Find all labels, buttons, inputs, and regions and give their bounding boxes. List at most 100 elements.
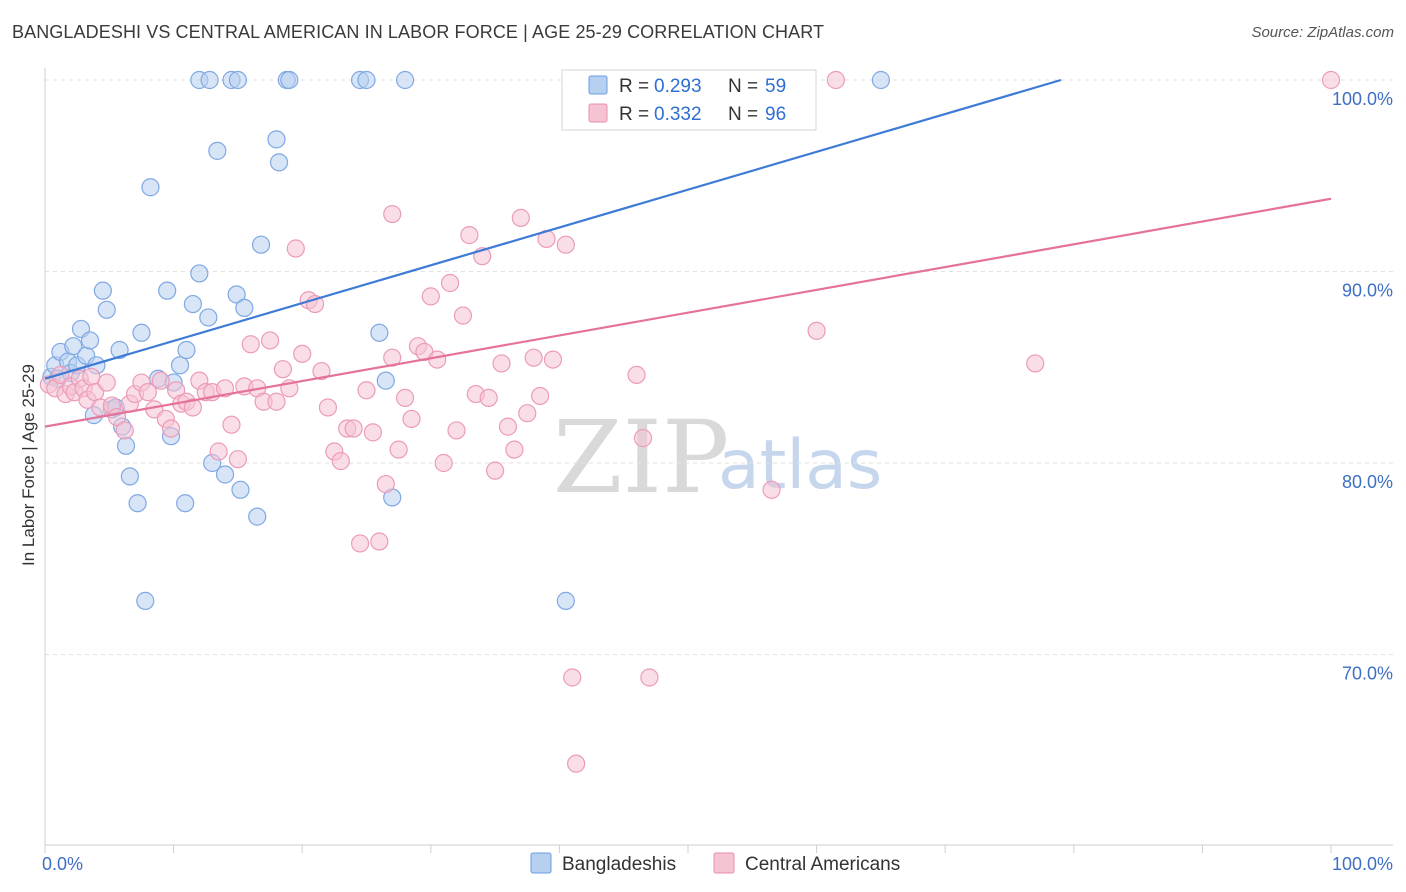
central-americans-point-15 — [115, 421, 134, 440]
central-americans-point-23 — [161, 419, 181, 438]
bangladeshis-point-19 — [116, 436, 136, 455]
central-americans-point-93 — [807, 321, 826, 340]
bangladeshis-point-31 — [177, 340, 196, 360]
bangladeshis-point-39 — [231, 480, 250, 499]
central-americans-point-34 — [228, 450, 247, 469]
y-tick-label-90: 90.0% — [1342, 281, 1393, 301]
y-tick-label-100: 100.0% — [1332, 89, 1393, 109]
bangladeshis-point-33 — [190, 264, 209, 283]
legend-swatch-pink — [588, 103, 608, 123]
central-americans-point-32 — [215, 379, 235, 398]
legend-n-value-pink: 96 — [765, 104, 786, 125]
central-americans-trend-line — [44, 197, 1332, 428]
bangladeshis-point-58 — [357, 70, 376, 90]
legend-n-label-blue: N = — [728, 76, 758, 97]
stats-legend: R = 0.293 N = 59 R = 0.332 N = 96 — [561, 69, 817, 131]
central-americans-point-33 — [222, 415, 241, 434]
bangladeshis-point-29 — [170, 356, 190, 375]
bangladeshis-point-36 — [208, 141, 227, 160]
central-americans-point-44 — [293, 344, 312, 363]
central-americans-point-96 — [1321, 70, 1341, 90]
source-label: Source: ZipAtlas.com — [1251, 24, 1394, 41]
bangladeshis-point-42 — [251, 235, 271, 254]
trend-lines — [44, 78, 1332, 428]
central-americans-point-74 — [486, 461, 505, 480]
central-americans-point-52 — [344, 419, 363, 438]
bangladeshis-point-13 — [93, 281, 112, 300]
bangladeshis-point-40 — [235, 298, 254, 317]
bangladeshis-point-26 — [158, 281, 177, 300]
watermark-zip: ZIP — [553, 399, 729, 516]
central-americans-point-75 — [492, 354, 511, 373]
central-americans-point-73 — [479, 388, 498, 407]
central-americans-point-60 — [395, 388, 415, 407]
central-americans-point-36 — [241, 335, 260, 354]
bangladeshis-point-6 — [64, 337, 83, 356]
central-americans-point-65 — [428, 350, 447, 369]
central-americans-point-66 — [434, 453, 453, 473]
axes — [44, 68, 1393, 853]
central-americans-point-81 — [531, 386, 550, 406]
central-americans-point-9 — [82, 367, 101, 386]
series-legend-bangladeshis: Bangladeshis — [562, 854, 676, 875]
legend-n-label-pink: N = — [728, 104, 758, 125]
central-americans-point-76 — [498, 417, 518, 436]
central-americans-point-95 — [1026, 354, 1045, 373]
central-americans-point-78 — [511, 208, 530, 227]
bangladeshis-point-34 — [199, 308, 218, 327]
y-tick-label-80: 80.0% — [1342, 472, 1393, 492]
x-tick-label-0: 0.0% — [42, 854, 83, 874]
central-americans-point-69 — [453, 306, 473, 325]
central-americans-point-55 — [363, 423, 383, 442]
central-americans-point-64 — [421, 287, 440, 306]
x-tick-label-100: 100.0% — [1332, 854, 1393, 874]
central-americans-points — [39, 70, 1341, 773]
bangladeshis-point-54 — [395, 70, 415, 90]
bangladeshis-point-10 — [80, 331, 100, 350]
central-americans-point-79 — [518, 404, 537, 423]
central-americans-point-87 — [567, 754, 586, 773]
central-americans-point-19 — [138, 383, 157, 402]
central-americans-point-31 — [209, 442, 228, 461]
gridlines — [45, 79, 1393, 655]
bangladeshis-points — [42, 70, 891, 610]
central-americans-point-89 — [633, 429, 653, 448]
bangladeshis-point-46 — [280, 70, 299, 90]
central-americans-point-12 — [97, 373, 116, 392]
central-americans-point-43 — [286, 239, 305, 258]
bangladeshis-point-21 — [128, 494, 147, 513]
central-americans-point-68 — [447, 421, 466, 440]
central-americans-point-97 — [383, 204, 402, 224]
y-axis-label: In Labor Force | Age 25-29 — [19, 364, 38, 566]
central-americans-point-84 — [556, 235, 575, 254]
central-americans-point-41 — [273, 360, 293, 379]
bangladeshis-point-43 — [267, 130, 286, 149]
y-tick-label-70: 70.0% — [1342, 664, 1393, 684]
legend-swatch-blue — [588, 75, 608, 95]
central-americans-point-67 — [440, 273, 460, 293]
central-americans-point-57 — [376, 474, 395, 494]
central-americans-point-77 — [505, 440, 524, 459]
central-americans-point-54 — [357, 381, 376, 400]
central-americans-point-92 — [762, 480, 781, 499]
central-americans-point-40 — [267, 392, 286, 411]
central-americans-point-48 — [318, 398, 338, 417]
bangladeshis-point-44 — [269, 153, 289, 172]
series-legend-central-americans: Central Americans — [745, 854, 900, 875]
bangladeshis-point-55 — [556, 591, 575, 610]
central-americans-point-27 — [183, 398, 202, 417]
watermark-atlas: atlas — [718, 426, 882, 505]
central-americans-point-88 — [627, 365, 646, 385]
bangladeshis-point-52 — [376, 371, 395, 390]
bangladeshis-point-48 — [200, 70, 219, 90]
bangladeshis-point-23 — [136, 591, 155, 610]
legend-r-value-blue: 0.293 — [654, 76, 702, 97]
legend-r-value-pink: 0.332 — [654, 104, 702, 125]
tick-labels: 70.0% 80.0% 90.0% 100.0% 0.0% 100.0% — [42, 89, 1393, 874]
central-americans-point-50 — [331, 451, 350, 471]
series-legend-swatch-central-americans — [713, 852, 735, 874]
legend-n-value-blue: 59 — [765, 76, 786, 97]
central-americans-point-59 — [389, 440, 408, 459]
bangladeshis-trend-line — [44, 78, 1062, 380]
legend-r-label-pink: R = — [619, 104, 649, 125]
